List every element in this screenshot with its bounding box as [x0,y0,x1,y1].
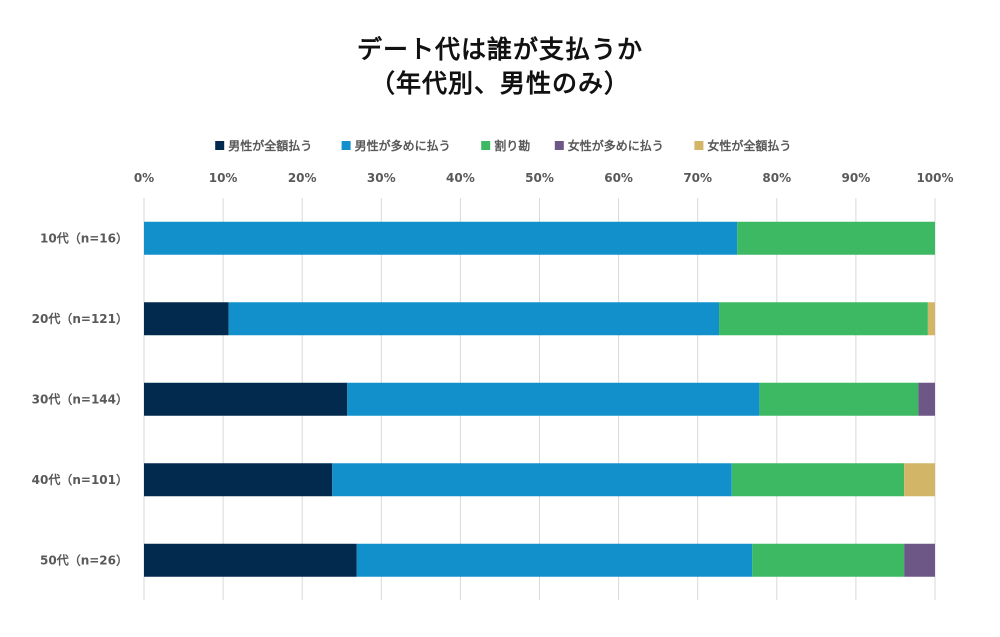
x-tick-label: 0% [134,171,154,185]
legend-label: 割り勘 [494,138,530,153]
legend-label: 男性が多めに払う [355,138,451,153]
bar-segment [144,302,229,336]
bar-segment [228,302,720,336]
bar-segment [759,382,919,416]
bar-segment [356,543,753,577]
bar-segment [918,382,935,416]
category-label: 50代（n=26） [40,552,128,567]
legend-label: 女性が全額払う [707,138,791,153]
legend-label: 男性が全額払う [228,138,312,153]
bar-segment [347,382,760,416]
x-tick-label: 50% [525,171,554,185]
chart-title-line-1: デート代は誰が支払うか [356,35,643,64]
bar-segment [927,302,935,336]
x-tick-label: 80% [762,171,791,185]
x-tick-label: 100% [916,171,953,185]
bar-segment [332,463,732,497]
category-label: 40代（n=101） [32,472,128,487]
bar-segment [737,221,935,255]
legend-swatch [215,141,225,150]
legend-swatch [694,141,704,150]
bar-segment [752,543,905,577]
bar-segment [144,463,333,497]
x-tick-label: 20% [288,171,317,185]
legend-swatch [481,141,491,150]
legend-swatch [554,141,564,150]
bar-segment [144,543,357,577]
bar-segment [731,463,905,497]
bar-segment [904,543,935,577]
x-tick-label: 60% [604,171,633,185]
x-tick-label: 30% [367,171,396,185]
legend-swatch [341,141,351,150]
x-tick-label: 90% [842,171,871,185]
x-tick-label: 40% [446,171,475,185]
bar-segment [144,382,348,416]
legend-label: 女性が多めに払う [568,138,664,153]
category-label: 30代（n=144） [32,391,128,406]
chart-title-line-2: （年代別、男性のみ） [369,69,630,98]
bar-segment [719,302,928,336]
category-label: 20代（n=121） [32,311,128,326]
x-tick-label: 70% [683,171,712,185]
category-label: 10代（n=16） [40,230,128,245]
bar-segment [904,463,935,497]
x-tick-label: 10% [209,171,238,185]
bar-segment [144,221,738,255]
